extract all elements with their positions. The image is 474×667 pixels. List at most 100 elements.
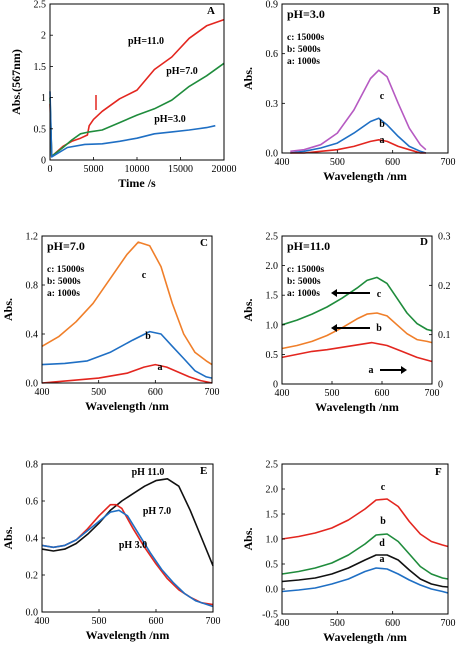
series-line-a bbox=[290, 139, 426, 154]
time-legend-entry: c: 15000s bbox=[287, 33, 325, 43]
curve-label-b: b bbox=[380, 516, 386, 527]
y-tick-label: 0.6 bbox=[266, 49, 279, 60]
chart-panel-b: 400 500 600 700 0.0 0.3 0.6 0.9 Wavelength /nm Ab… bbox=[241, 0, 456, 183]
x-tick-label: 5000 bbox=[84, 164, 104, 175]
curve-label-ph-11-0: pH 11.0 bbox=[132, 467, 165, 478]
y-tick-label: 0 bbox=[41, 156, 46, 167]
curve-label-a: a bbox=[380, 554, 385, 565]
time-legend-entry: a: 1000s bbox=[287, 289, 320, 299]
y-tick-label: 0.4 bbox=[26, 330, 39, 341]
x-tick-label: 0 bbox=[48, 164, 53, 175]
time-legend-entry: a: 1000s bbox=[47, 289, 80, 299]
y-axis-label: Abs. bbox=[241, 67, 255, 90]
plot-frame bbox=[41, 235, 213, 384]
series-line-b bbox=[290, 117, 427, 154]
plot-frame bbox=[281, 463, 449, 615]
curve-label-a: a bbox=[380, 135, 385, 146]
y2-tick-label: 0.3 bbox=[438, 232, 451, 243]
y-tick-label: 2.5 bbox=[266, 460, 279, 471]
x-tick-label: 500 bbox=[330, 618, 345, 629]
curve-label-d: d bbox=[379, 538, 385, 549]
y2-tick-label: 0.2 bbox=[438, 281, 451, 292]
curve-label-ph-3-0: pH=3.0 bbox=[154, 114, 186, 125]
curve-label-ph-7-0: pH=7.0 bbox=[166, 66, 198, 77]
y-tick-label: 2.5 bbox=[34, 0, 47, 11]
x-tick-label: 500 bbox=[91, 387, 106, 398]
plot-frame bbox=[281, 3, 449, 154]
time-legend-entry: c: 15000s bbox=[287, 265, 325, 275]
curve-label-c: c bbox=[381, 482, 386, 493]
panel-letter: F bbox=[435, 466, 442, 478]
y-tick-label: 2.0 bbox=[266, 485, 279, 496]
series-line-d bbox=[281, 554, 449, 588]
curve-label-a: a bbox=[369, 365, 374, 376]
series-line-c bbox=[281, 498, 449, 548]
x-tick-label: 600 bbox=[375, 388, 390, 399]
y-tick-label: 1.5 bbox=[34, 62, 47, 73]
y-tick-label: 0 bbox=[273, 380, 278, 391]
x-tick-label: 400 bbox=[275, 157, 290, 168]
panel-letter: A bbox=[207, 5, 215, 17]
series-line-a bbox=[281, 341, 433, 363]
chart-panel-d: 400 500 600 70000.51.01.52.02.500.10.20.3Wa… bbox=[241, 232, 451, 415]
curve-label-b: b bbox=[379, 119, 385, 130]
y-axis-label: Abs. bbox=[241, 298, 255, 321]
y-tick-label: 1.0 bbox=[266, 535, 279, 546]
curve-label-a: a bbox=[158, 362, 163, 373]
x-tick-label: 700 bbox=[425, 388, 440, 399]
y-axis-label: Abs. bbox=[1, 298, 15, 321]
x-tick-label: 600 bbox=[149, 616, 164, 627]
y-tick-label: 0.9 bbox=[266, 0, 279, 11]
chart-panel-a: 0 5000 10000 15000 20000 0 0.5 1 1.5 2 2.5 Time /s A… bbox=[9, 0, 237, 190]
curve-label-c: c bbox=[142, 270, 147, 281]
series-line-b bbox=[281, 312, 433, 350]
x-tick-label: 600 bbox=[385, 157, 400, 168]
curve-label-ph-7-0: pH 7.0 bbox=[143, 506, 171, 517]
series-line-ph-11-0 bbox=[41, 477, 214, 567]
series-line-c bbox=[290, 69, 427, 153]
series-line-ph-3-0 bbox=[41, 509, 214, 608]
time-legend-entry: b: 5000s bbox=[287, 277, 321, 287]
condition-label: pH=7.0 bbox=[47, 239, 85, 253]
x-tick-label: 700 bbox=[205, 387, 220, 398]
curve-label-ph-3-0: pH 3.0 bbox=[119, 540, 147, 551]
chart-panel-c: 400 500 600 700 0.0 0.4 0.8 1.2 Wavelength /nm Ab… bbox=[1, 232, 220, 414]
x-tick-label: 700 bbox=[206, 616, 221, 627]
x-tick-label: 600 bbox=[148, 387, 163, 398]
plot-frame bbox=[41, 463, 214, 613]
y-tick-label: 1.5 bbox=[266, 510, 279, 521]
x-tick-label: 600 bbox=[385, 618, 400, 629]
y-tick-label: 1.2 bbox=[26, 232, 39, 243]
condition-label: pH=3.0 bbox=[287, 7, 325, 21]
time-legend-entry: c: 15000s bbox=[47, 265, 85, 275]
y-tick-label: 2 bbox=[41, 31, 46, 42]
x-axis-label: Wavelength /nm bbox=[85, 399, 169, 413]
y-tick-label: 0.8 bbox=[26, 281, 39, 292]
condition-label: pH=11.0 bbox=[287, 239, 330, 253]
y-tick-label: 0.0 bbox=[266, 585, 279, 596]
series-line-b bbox=[41, 330, 213, 379]
y-tick-label: 2.0 bbox=[266, 261, 279, 272]
x-tick-label: 15000 bbox=[168, 164, 193, 175]
panel-letter: D bbox=[420, 236, 428, 248]
y-tick-label: -0.5 bbox=[262, 610, 278, 621]
x-tick-label: 20000 bbox=[212, 164, 237, 175]
y-tick-label: 0.0 bbox=[26, 379, 39, 390]
y-tick-label: 2.5 bbox=[266, 232, 279, 243]
curve-label-ph-11-0: pH=11.0 bbox=[128, 36, 164, 47]
series-line-c bbox=[41, 241, 213, 366]
y-axis-label: Abs.(567nm) bbox=[9, 49, 23, 115]
x-tick-label: 400 bbox=[275, 618, 290, 629]
x-tick-label: 400 bbox=[275, 388, 290, 399]
y-tick-label: 0.0 bbox=[26, 608, 39, 619]
series-line-ph-7-0 bbox=[49, 62, 225, 158]
curve-label-c: c bbox=[377, 289, 382, 300]
y2-tick-label: 0.1 bbox=[438, 330, 451, 341]
x-axis-label: Wavelength /nm bbox=[323, 169, 407, 183]
arrow-head bbox=[331, 324, 337, 332]
x-tick-label: 700 bbox=[441, 157, 456, 168]
y-axis-label: Abs. bbox=[1, 526, 15, 549]
chart-panel-f: 400 500 600 700 -0.5 0.0 0.5 1.0 1.5 2.0 2.5 Wavele… bbox=[241, 460, 456, 645]
time-legend-entry: b: 5000s bbox=[47, 277, 81, 287]
